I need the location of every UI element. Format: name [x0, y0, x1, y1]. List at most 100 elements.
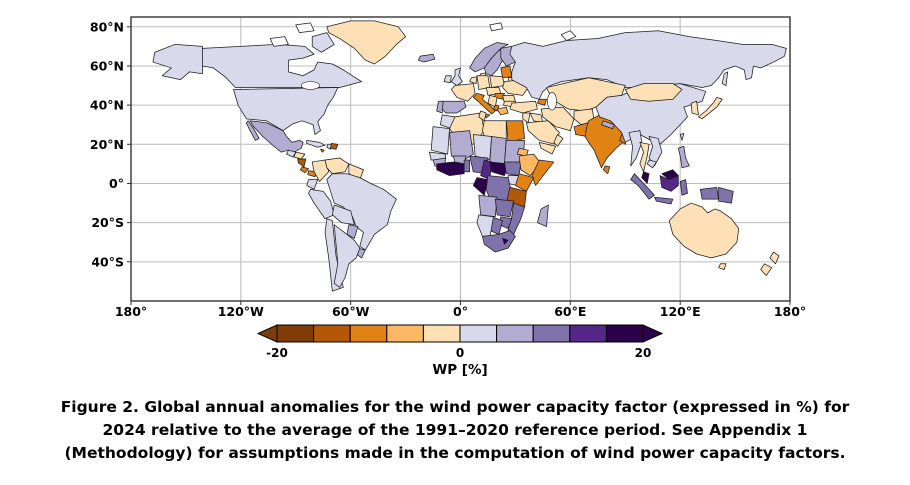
country-caucasus: [537, 99, 546, 105]
colorbar-tick-label: 20: [635, 346, 652, 360]
figure-canvas: 80°N 60°N 40°N 20°N 0° 20°S 40°S 180° 12…: [90, 16, 806, 378]
countries: [153, 21, 786, 291]
country-argentina: [334, 225, 360, 288]
country-italy: [473, 93, 495, 114]
country-ellesmere: [296, 23, 314, 33]
x-tick-label: 60°E: [554, 304, 586, 319]
country-gulf-of-guinea-coast: [437, 162, 464, 176]
y-axis: 80°N 60°N 40°N 20°N 0° 20°S 40°S: [90, 19, 131, 269]
country-cambodia: [647, 160, 656, 168]
y-tick-label: 0°: [109, 176, 124, 191]
country-norway: [470, 42, 508, 71]
colorbar-segment: [496, 324, 534, 343]
country-sumatra: [631, 174, 655, 199]
country-somalia: [532, 160, 554, 185]
country-baja: [246, 121, 259, 141]
colorbar: -20 0 20 WP [%]: [256, 324, 664, 378]
figure-caption-line: Figure 2. Global annual anomalies for th…: [60, 398, 850, 416]
country-peninsular-malaysia: [642, 172, 649, 184]
country-lesotho: [503, 238, 508, 244]
country-nz-north: [770, 252, 779, 264]
colorbar-axis-label: WP [%]: [432, 362, 487, 378]
colorbar-tick-label: 0: [456, 346, 464, 360]
figure-caption: Figure 2. Global annual anomalies for th…: [0, 396, 910, 465]
country-mongolia: [625, 84, 682, 102]
country-russia: [510, 31, 786, 100]
caspian-sea: [547, 92, 556, 110]
country-nepal: [601, 121, 614, 129]
country-myanmar: [629, 131, 642, 166]
x-tick-label: 180°: [774, 304, 806, 319]
country-mexico: [250, 121, 303, 152]
country-taiwan: [680, 134, 684, 141]
colorbar-segment: [569, 324, 607, 343]
country-jamaica: [320, 149, 324, 152]
x-axis: 180° 120°W 60°W 0° 60°E 120°E 180°: [115, 301, 806, 319]
country-bolivia: [332, 205, 354, 225]
country-south-sudan: [504, 162, 520, 176]
country-png: [719, 187, 734, 203]
y-tick-label: 60°N: [90, 59, 124, 74]
country-peru: [309, 189, 335, 218]
country-gabon-congo: [473, 178, 488, 196]
country-oman: [554, 135, 563, 147]
country-baffin-island: [312, 33, 334, 53]
country-france: [451, 84, 475, 102]
country-usa: [234, 88, 338, 135]
country-central-african-republic: [490, 162, 508, 176]
colorbar-segment: [532, 324, 571, 343]
country-angola: [479, 195, 497, 217]
y-tick-label: 40°N: [90, 98, 124, 113]
country-nicaragua: [298, 159, 306, 167]
country-venezuela: [325, 158, 349, 174]
world-map: [131, 17, 790, 301]
colorbar-segment: [313, 324, 351, 343]
y-tick-label: 20°N: [90, 137, 124, 152]
colorbar-over-arrow: [642, 324, 664, 343]
country-iran: [541, 107, 574, 131]
colorbar-segment: [459, 324, 498, 343]
country-svalbard: [490, 23, 503, 31]
country-benelux: [470, 77, 477, 84]
figure-caption-line: (Methodology) for assumptions made in th…: [64, 444, 846, 462]
country-guatemala: [287, 150, 296, 157]
colorbar-tick-label: -20: [266, 346, 288, 360]
country-kalimantan: [660, 176, 678, 192]
country-alaska: [153, 44, 202, 79]
x-tick-label: 0°: [453, 304, 468, 319]
country-baltic-states: [501, 66, 512, 78]
y-tick-label: 40°S: [91, 254, 124, 269]
x-tick-label: 180°: [115, 304, 147, 319]
country-sulawesi: [680, 180, 687, 196]
country-greece: [497, 107, 508, 115]
country-victoria-island: [270, 37, 288, 47]
country-western-sahara-mauritania: [431, 127, 449, 154]
country-yemen: [539, 142, 555, 154]
country-laos-vietnam: [649, 136, 662, 165]
country-egypt: [506, 121, 524, 143]
country-portugal: [437, 101, 443, 113]
country-chad: [490, 136, 506, 165]
country-costa-rica: [300, 167, 308, 173]
country-west-papua: [700, 187, 718, 199]
country-uk: [451, 68, 462, 86]
x-tick-label: 120°W: [218, 304, 264, 319]
colorbar-segment: [605, 324, 644, 343]
country-sri-lanka: [603, 166, 609, 174]
country-ireland: [444, 76, 451, 83]
country-canada: [202, 44, 361, 87]
country-iceland: [418, 54, 434, 62]
country-australia: [669, 203, 739, 258]
country-dominican-republic: [331, 143, 338, 149]
country-japan: [698, 97, 722, 119]
country-nz-south: [761, 264, 772, 276]
great-lakes: [301, 82, 319, 90]
country-turkey: [510, 101, 537, 113]
country-tasmania: [719, 264, 726, 270]
country-niger: [473, 135, 491, 160]
colorbar-segment: [276, 324, 315, 343]
colorbar-segment: [349, 324, 388, 343]
country-novaya-zemlya: [561, 31, 576, 41]
colorbar-segment: [422, 324, 461, 343]
